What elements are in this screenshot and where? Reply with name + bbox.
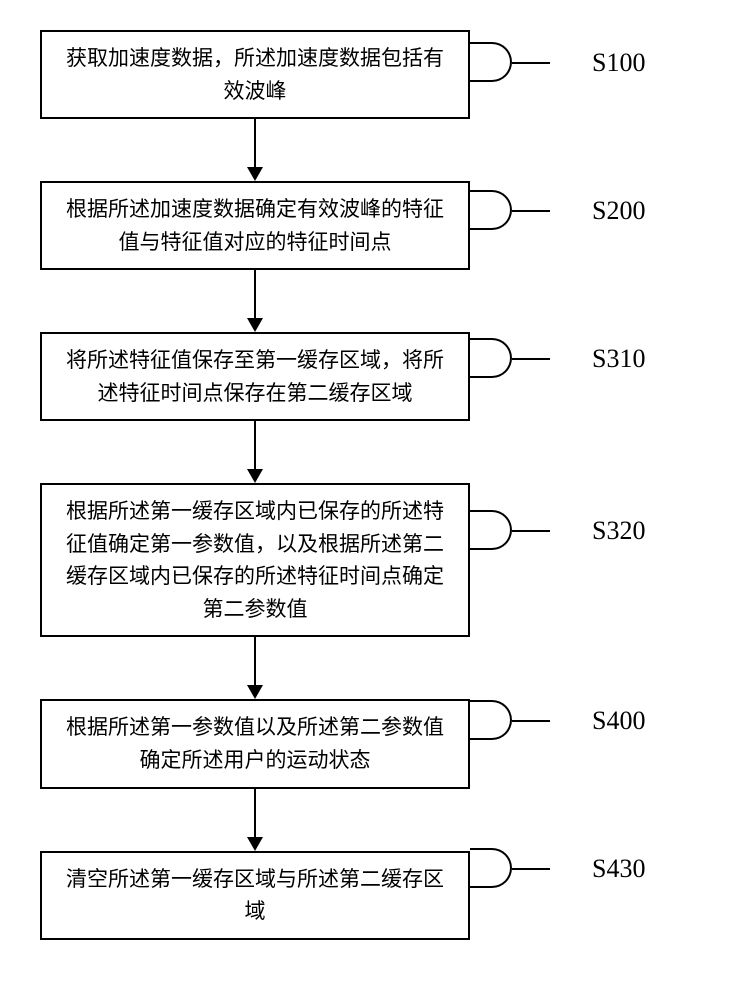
node-text: 清空所述第一缓存区域与所述第二缓存区域 — [60, 863, 450, 928]
step-label-s200: S200 — [592, 196, 645, 226]
connector-curve — [470, 700, 512, 740]
flow-arrow — [40, 789, 470, 851]
step-label-s400: S400 — [592, 706, 645, 736]
flow-node-s430: 清空所述第一缓存区域与所述第二缓存区域 — [40, 851, 470, 940]
connector-line — [512, 358, 550, 360]
arrow-head-icon — [247, 167, 263, 181]
step-label-s100: S100 — [592, 48, 645, 78]
arrow-shaft — [254, 119, 256, 167]
arrow-shaft — [254, 789, 256, 837]
flow-arrow — [40, 119, 470, 181]
flow-node-s320: 根据所述第一缓存区域内已保存的所述特征值确定第一参数值，以及根据所述第二缓存区域… — [40, 483, 470, 637]
flow-node-s200: 根据所述加速度数据确定有效波峰的特征值与特征值对应的特征时间点 — [40, 181, 470, 270]
node-text: 根据所述第一参数值以及所述第二参数值确定所述用户的运动状态 — [60, 711, 450, 776]
step-label-s310: S310 — [592, 344, 645, 374]
connector-curve — [470, 42, 512, 82]
connector-line — [512, 62, 550, 64]
flow-node-s310: 将所述特征值保存至第一缓存区域，将所述特征时间点保存在第二缓存区域 — [40, 332, 470, 421]
step-label-s430: S430 — [592, 854, 645, 884]
node-text: 根据所述第一缓存区域内已保存的所述特征值确定第一参数值，以及根据所述第二缓存区域… — [60, 495, 450, 625]
arrow-shaft — [254, 270, 256, 318]
arrow-shaft — [254, 637, 256, 685]
flowchart-container: 获取加速度数据，所述加速度数据包括有效波峰 根据所述加速度数据确定有效波峰的特征… — [40, 30, 470, 940]
flow-arrow — [40, 421, 470, 483]
connector-curve — [470, 510, 512, 550]
step-label-s320: S320 — [592, 516, 645, 546]
node-text: 根据所述加速度数据确定有效波峰的特征值与特征值对应的特征时间点 — [60, 193, 450, 258]
arrow-head-icon — [247, 318, 263, 332]
flow-arrow — [40, 637, 470, 699]
flow-node-s100: 获取加速度数据，所述加速度数据包括有效波峰 — [40, 30, 470, 119]
connector-line — [512, 868, 550, 870]
flow-node-s400: 根据所述第一参数值以及所述第二参数值确定所述用户的运动状态 — [40, 699, 470, 788]
node-text: 获取加速度数据，所述加速度数据包括有效波峰 — [60, 42, 450, 107]
connector-line — [512, 210, 550, 212]
connector-line — [512, 720, 550, 722]
flow-arrow — [40, 270, 470, 332]
connector-curve — [470, 848, 512, 888]
connector-line — [512, 530, 550, 532]
arrow-head-icon — [247, 685, 263, 699]
arrow-head-icon — [247, 837, 263, 851]
arrow-head-icon — [247, 469, 263, 483]
arrow-shaft — [254, 421, 256, 469]
connector-curve — [470, 338, 512, 378]
node-text: 将所述特征值保存至第一缓存区域，将所述特征时间点保存在第二缓存区域 — [60, 344, 450, 409]
connector-curve — [470, 190, 512, 230]
